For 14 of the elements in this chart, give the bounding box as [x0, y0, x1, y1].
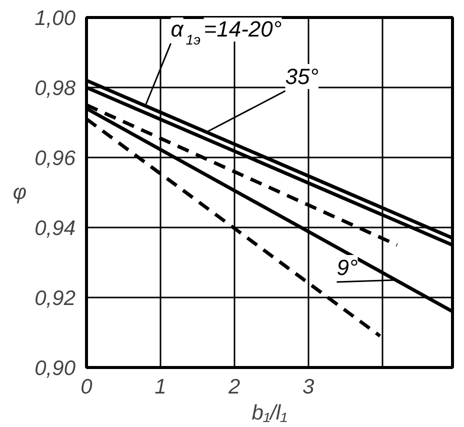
y-tick-label: 1,00 — [34, 7, 76, 30]
x-tick-label: 2 — [228, 376, 241, 398]
y-tick-label: 0,98 — [34, 77, 76, 100]
x-tick-label: 1 — [154, 376, 166, 398]
annotation: 9° — [336, 255, 358, 280]
x-tick-label: 3 — [302, 376, 314, 398]
x-axis-title: b₁/l₁ — [252, 402, 288, 424]
x-tick-label: 0 — [80, 376, 93, 398]
y-tick-label: 0,94 — [34, 217, 76, 240]
y-tick-label: 0,90 — [34, 357, 76, 380]
y-tick-label: 0,96 — [34, 147, 76, 170]
y-tick-label: 0,92 — [34, 287, 76, 310]
y-axis-title: φ — [12, 181, 27, 204]
annotation: 35° — [285, 64, 319, 90]
